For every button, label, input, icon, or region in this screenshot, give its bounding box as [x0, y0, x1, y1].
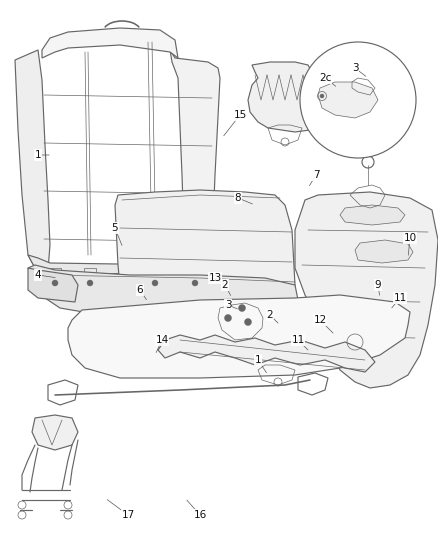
Circle shape: [52, 280, 58, 286]
Circle shape: [244, 319, 251, 326]
Polygon shape: [355, 240, 413, 263]
Text: 16: 16: [193, 510, 207, 520]
Polygon shape: [28, 248, 212, 275]
Polygon shape: [68, 295, 410, 378]
Text: 8: 8: [235, 193, 241, 203]
Text: 12: 12: [313, 315, 327, 325]
Polygon shape: [15, 50, 50, 270]
Text: 1: 1: [35, 150, 41, 160]
Polygon shape: [170, 50, 220, 272]
Polygon shape: [295, 192, 438, 388]
Circle shape: [225, 314, 232, 321]
Polygon shape: [158, 335, 375, 372]
Text: 3: 3: [225, 300, 231, 310]
Text: 11: 11: [291, 335, 304, 345]
Text: 5: 5: [112, 223, 118, 233]
Text: 15: 15: [233, 110, 247, 120]
Polygon shape: [340, 205, 405, 225]
Text: 11: 11: [393, 293, 406, 303]
Text: 9: 9: [374, 280, 381, 290]
Polygon shape: [32, 415, 78, 450]
Text: 6: 6: [137, 285, 143, 295]
Circle shape: [87, 280, 93, 286]
Circle shape: [152, 280, 158, 286]
Text: 7: 7: [313, 170, 319, 180]
Polygon shape: [42, 28, 178, 58]
Text: 1: 1: [254, 355, 261, 365]
Text: 2: 2: [267, 310, 273, 320]
Polygon shape: [28, 265, 298, 322]
Polygon shape: [248, 62, 320, 132]
Polygon shape: [28, 268, 78, 302]
Text: 17: 17: [121, 510, 134, 520]
Polygon shape: [115, 190, 295, 322]
Text: 3: 3: [352, 63, 358, 73]
Polygon shape: [318, 82, 378, 118]
Text: 2: 2: [222, 280, 228, 290]
Text: 13: 13: [208, 273, 222, 283]
Text: 2c: 2c: [319, 73, 331, 83]
Circle shape: [320, 94, 324, 98]
Text: 10: 10: [403, 233, 417, 243]
Circle shape: [300, 42, 416, 158]
Circle shape: [192, 280, 198, 286]
Text: 14: 14: [155, 335, 169, 345]
Text: 4: 4: [35, 270, 41, 280]
Circle shape: [239, 304, 246, 311]
